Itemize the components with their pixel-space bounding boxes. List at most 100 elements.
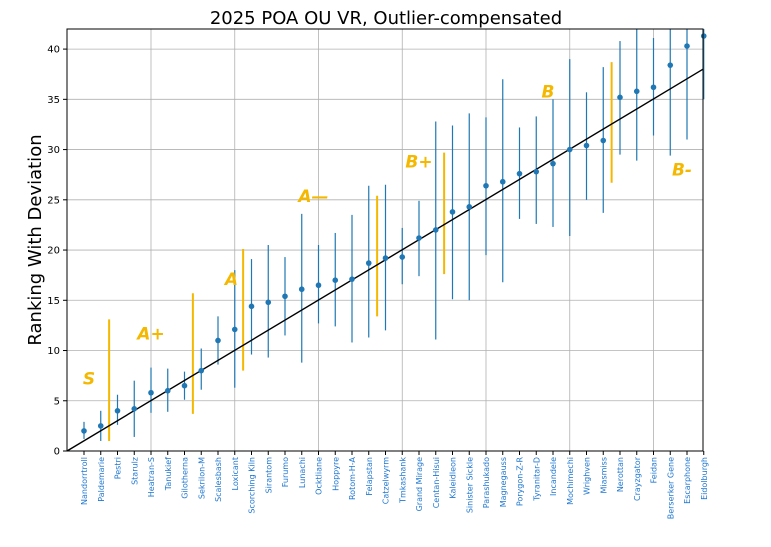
data-point (600, 137, 607, 144)
x-tick-label: Berserker Gene (666, 457, 675, 519)
data-point (399, 254, 406, 260)
data-point (181, 382, 188, 389)
data-point (97, 423, 104, 429)
data-point (583, 142, 590, 149)
tier-label: A+ (135, 324, 164, 344)
data-point (231, 326, 238, 333)
y-ticks: 0 5 10 15 20 25 30 35 40 (47, 45, 67, 458)
chart-title: 2025 POA OU VR, Outlier-compensated (210, 8, 562, 29)
x-tick-label: Catzelwyrm (382, 457, 391, 504)
x-tick-labels: Nandorrtroll Paldemarie Pestri Starulz Heatr… (80, 451, 709, 519)
x-tick-label: Crayzgator (633, 456, 642, 501)
data-points (81, 33, 707, 434)
data-point (432, 227, 439, 233)
tier-label: A— (296, 187, 328, 207)
data-point (81, 428, 87, 434)
x-tick-label: Incandele (549, 457, 558, 496)
x-tick-label: Starulz (130, 457, 139, 485)
x-tick-label: Nandorrtroll (80, 457, 89, 505)
y-tick-label: 0 (54, 447, 60, 458)
data-point (265, 299, 272, 306)
x-tick-label: Nerottan (616, 457, 625, 492)
data-point (365, 260, 372, 266)
x-tick-label: Scorching Kiln (248, 457, 257, 514)
x-tick-label: Ocktliane (315, 457, 324, 495)
y-tick-label: 35 (47, 95, 60, 106)
data-point (566, 146, 573, 153)
tier-dividers (108, 62, 613, 441)
data-point (349, 276, 355, 282)
data-point (382, 255, 389, 261)
data-point (516, 170, 523, 177)
data-point (550, 160, 556, 167)
tier-label: A (223, 270, 238, 290)
x-tick-label: Centan-Hisui (432, 457, 441, 508)
data-point (248, 303, 255, 310)
data-point (114, 408, 121, 414)
data-point (684, 43, 690, 49)
y-axis-label: Ranking With Deviation (25, 134, 46, 345)
x-tick-label: Tmkashank (398, 457, 407, 504)
x-tick-label: Felapstan (365, 457, 374, 496)
tier-label: B (541, 82, 554, 102)
data-point (533, 168, 540, 175)
x-tick-label: Hoppyre (331, 457, 340, 491)
x-tick-label: Feidan (650, 457, 659, 483)
data-point (332, 277, 339, 283)
x-tick-label: Tyranitar-D (532, 457, 541, 502)
x-tick-label: Heatran-S (147, 457, 156, 497)
y-tick-label: 30 (47, 145, 60, 156)
y-tick-label: 10 (47, 346, 60, 357)
tier-labels: S A+ A A— B+ B B- (83, 82, 692, 389)
x-tick-label: Loxicant (231, 457, 240, 490)
data-point (617, 94, 623, 101)
data-point (282, 293, 288, 300)
data-point (315, 282, 322, 289)
data-point (148, 389, 154, 396)
x-tick-label: Sinister Sickle (465, 457, 474, 513)
x-tick-label: Pestri (114, 457, 123, 479)
data-point (499, 178, 506, 185)
tier-label: B- (672, 161, 692, 181)
data-point (633, 88, 640, 95)
data-point (198, 367, 205, 374)
x-tick-label: Magnegauss (499, 457, 508, 507)
data-point (449, 209, 456, 215)
x-tick-label: Sirantom (264, 457, 273, 494)
x-tick-label: Kaleidleon (449, 457, 458, 499)
x-tick-label: Tanukief (164, 457, 173, 491)
x-tick-label: Scalesbash (214, 457, 223, 502)
x-tick-label: Mochimechi (566, 457, 575, 505)
data-point (416, 235, 422, 241)
x-tick-label: Grand Mirage (415, 457, 424, 511)
x-tick-label: Rotom-H-A (348, 456, 357, 500)
x-tick-label: Gilotherna (181, 457, 190, 499)
x-tick-label: Paldemarie (97, 457, 106, 502)
y-tick-label: 20 (47, 246, 60, 257)
y-tick-label: 15 (47, 296, 60, 307)
data-point (483, 182, 489, 189)
data-point (650, 84, 657, 91)
x-tick-label: Porygon-Z-R (516, 457, 525, 507)
x-tick-label: Lunachi (298, 457, 307, 488)
tier-label: B+ (405, 153, 432, 173)
data-point (298, 286, 305, 293)
y-tick-label: 40 (47, 45, 60, 56)
data-point (466, 204, 473, 210)
x-tick-label: Furumo (281, 457, 290, 487)
x-tick-label: Wrighven (583, 457, 592, 495)
y-tick-label: 5 (54, 396, 60, 407)
data-point (700, 33, 707, 39)
x-tick-label: Parashukado (482, 457, 491, 508)
data-point (131, 406, 138, 412)
x-tick-label: Eidolburgh (700, 457, 709, 500)
data-point (667, 62, 674, 68)
x-tick-label: Sekrilon-M (197, 457, 206, 499)
tier-label: S (83, 370, 95, 390)
data-point (164, 387, 171, 394)
y-tick-label: 25 (47, 195, 60, 206)
x-tick-label: Miasmiss (599, 457, 608, 494)
x-tick-label: Escarphone (683, 457, 692, 504)
data-point (215, 337, 221, 344)
